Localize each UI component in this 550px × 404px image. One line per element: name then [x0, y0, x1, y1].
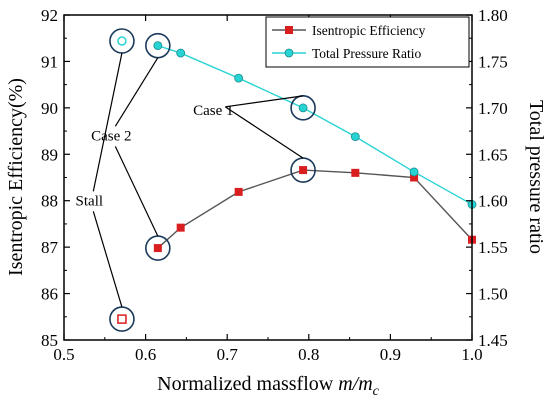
y-right-tick-label: 1.50 [478, 285, 508, 304]
y-right-tick-label: 1.75 [478, 52, 508, 71]
efficiency-marker [153, 244, 162, 253]
annotation-leader [92, 211, 123, 308]
annotation-label: Stall [76, 193, 104, 209]
y-left-tick-label: 85 [41, 331, 58, 350]
y-left-tick-label: 90 [41, 99, 58, 118]
y-left-tick-label: 91 [41, 52, 58, 71]
annotation-leader [92, 52, 123, 192]
x-tick-label: 0.5 [53, 345, 74, 364]
legend-box [265, 16, 470, 68]
y-right-tick-label: 1.55 [478, 238, 508, 257]
annotation-leader [114, 57, 159, 127]
y-left-tick-label: 88 [41, 192, 58, 211]
axes-layer: 0.5 0.6 0.7 0.8 0.9 1.0 85 86 87 88 89 90 91 92 1.45 1.… [41, 6, 508, 364]
y-left-tick-label: 86 [41, 285, 58, 304]
marks-layer: Stall Case 2 Case 1 [76, 28, 477, 332]
x-tick-label: 1.0 [461, 345, 482, 364]
pressure-ratio-marker [350, 132, 360, 142]
stall-efficiency-marker [117, 314, 127, 324]
y-left-axis-title: Isentropic Efficiency(%) [5, 78, 27, 276]
x-tick-label: 0.8 [298, 345, 319, 364]
y-left-tick-label: 87 [41, 238, 59, 257]
y-left-tick-label: 92 [41, 6, 58, 25]
x-axis-title-text: Normalized massflow [157, 373, 338, 395]
efficiency-marker [351, 168, 360, 177]
annotation-label: Case 1 [193, 103, 233, 119]
legend-marker-circle [284, 48, 294, 58]
efficiency-marker [299, 166, 308, 175]
legend-label: Isentropic Efficiency [312, 23, 426, 38]
efficiency-marker [234, 187, 243, 196]
annotation-leader [224, 106, 304, 159]
pressure-ratio-marker [409, 167, 419, 177]
x-tick-label: 0.7 [217, 345, 239, 364]
efficiency-marker [410, 173, 419, 182]
x-axis-title-math: m/m [338, 373, 372, 395]
y-right-tick-label: 1.65 [478, 145, 508, 164]
series-line [157, 44, 473, 206]
series-line [157, 169, 473, 249]
y-right-tick-label: 1.45 [478, 331, 508, 350]
y-right-tick-label: 1.70 [478, 99, 508, 118]
y-right-tick-label: 1.60 [478, 192, 508, 211]
y-left-tick-label: 89 [41, 145, 58, 164]
x-tick-label: 0.9 [380, 345, 401, 364]
y-right-tick-label: 1.80 [478, 6, 508, 25]
x-axis-title: Normalized massflow m/mc [157, 373, 380, 399]
annotation-label: Case 2 [91, 128, 131, 144]
legend: Isentropic Efficiency Total Pressure Rati… [265, 16, 470, 68]
annotation-leader [114, 146, 159, 237]
y-right-axis-title: Total pressure ratio [525, 100, 547, 254]
pressure-ratio-marker [234, 73, 244, 83]
efficiency-marker [176, 223, 185, 232]
annotation-leader [225, 95, 304, 108]
pressure-ratio-marker [298, 103, 308, 113]
pressure-ratio-marker [153, 41, 163, 51]
x-tick-label: 0.6 [135, 345, 156, 364]
stall-pressure-marker [117, 36, 127, 46]
legend-marker-square [285, 26, 293, 34]
pressure-ratio-marker [176, 48, 186, 58]
x-axis-title-subscript: c [373, 384, 380, 399]
legend-label: Total Pressure Ratio [312, 46, 422, 61]
